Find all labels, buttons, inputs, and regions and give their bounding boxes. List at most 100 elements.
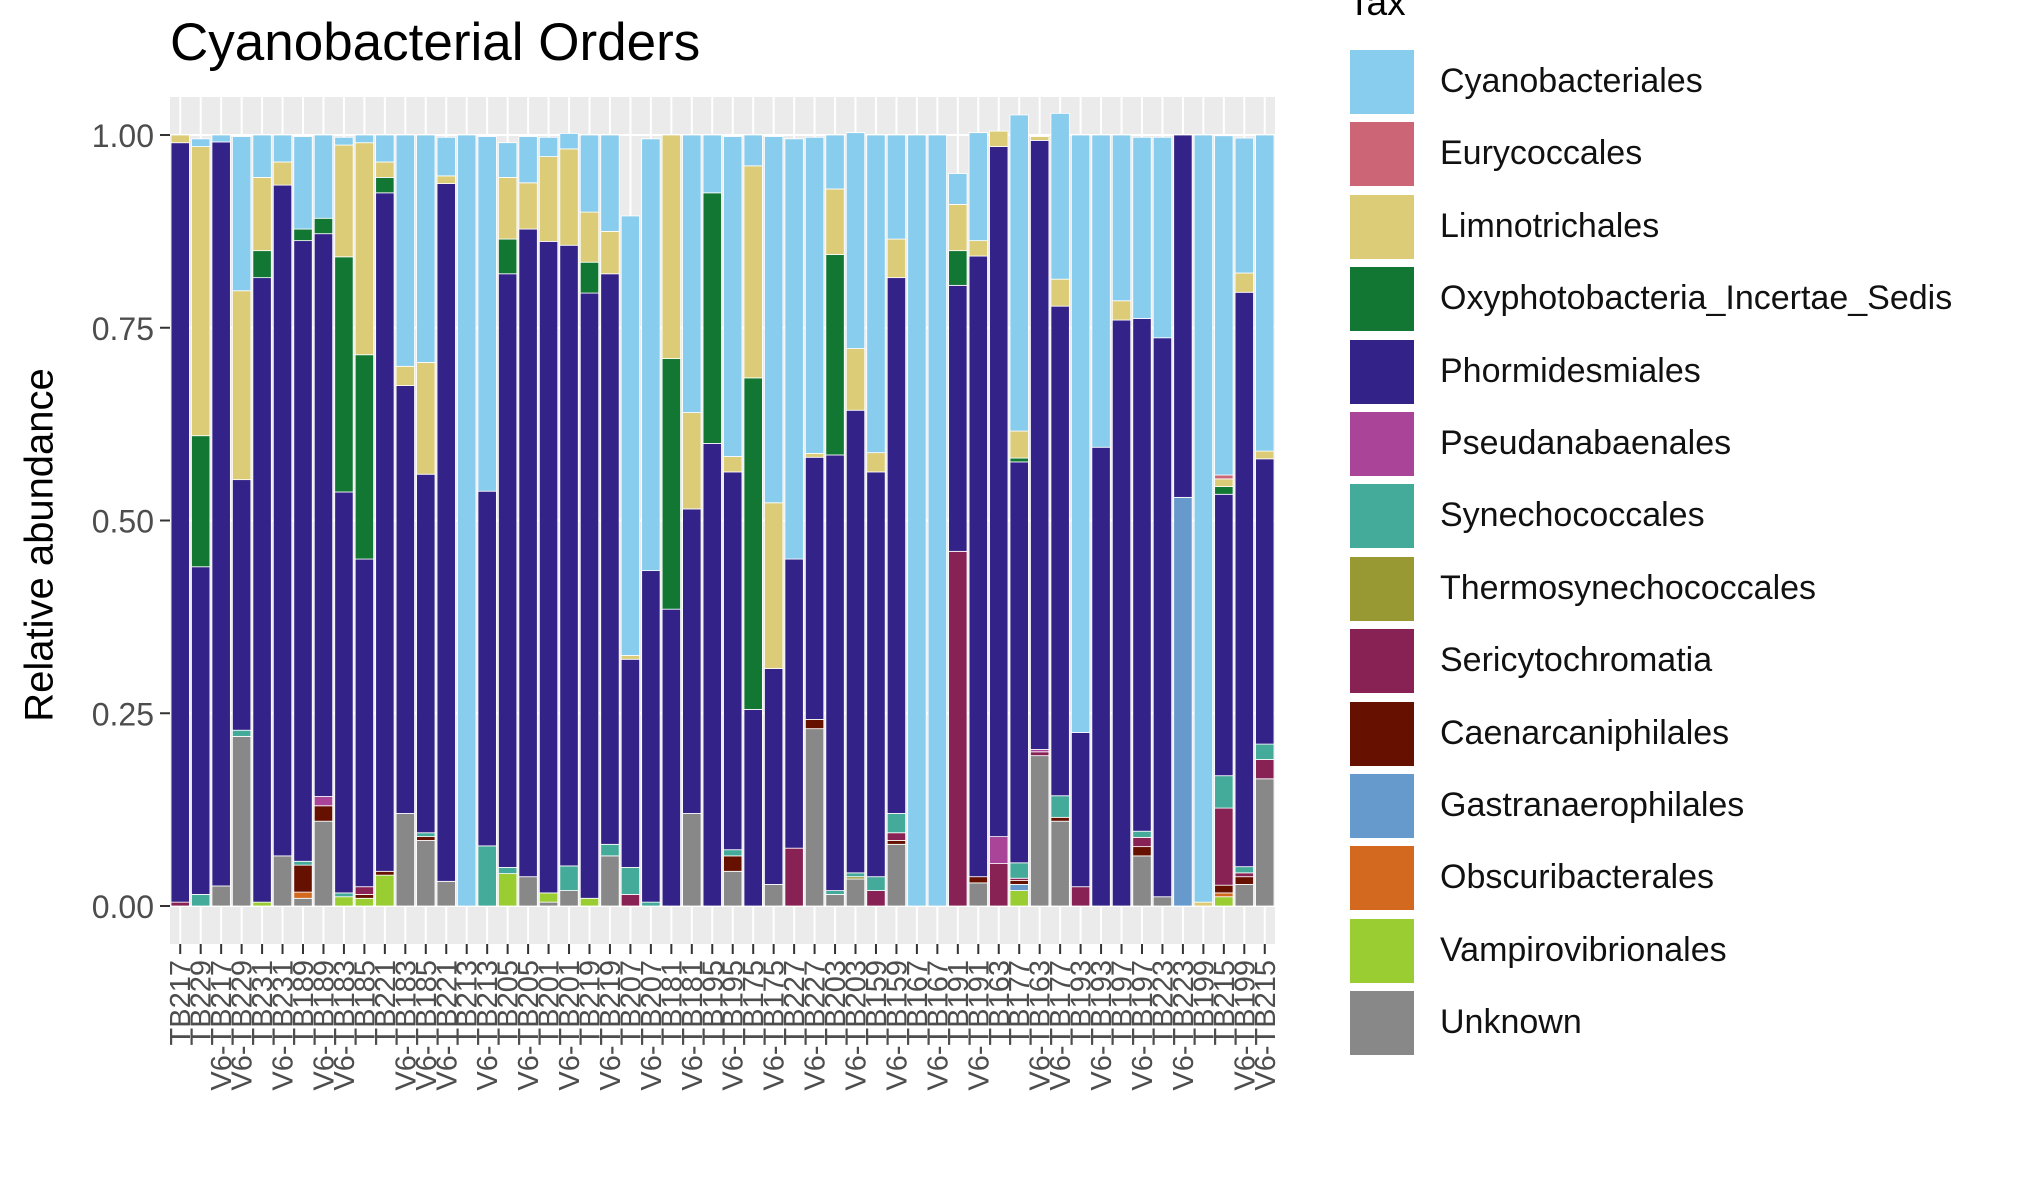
x-tick-label: TB229: [186, 960, 218, 1045]
bar-segment: [272, 184, 293, 857]
bar-segment: [1214, 884, 1234, 894]
x-tick-label: V6-TB213: [472, 960, 504, 1091]
bar-segment: [170, 901, 190, 907]
bar-segment: [375, 874, 395, 907]
bar-segment: [989, 836, 1009, 864]
bar-segment: [232, 735, 252, 907]
bar-segment: [1050, 795, 1070, 818]
x-tick-label: V6-TB177: [1045, 960, 1077, 1091]
bar-segment: [784, 847, 804, 907]
bar-segment: [968, 876, 988, 884]
legend-swatch: [1348, 48, 1416, 116]
x-tick-label: TB177: [1004, 960, 1036, 1045]
bar-segment: [354, 142, 375, 356]
bar-segment: [682, 508, 702, 814]
bar-segment: [375, 134, 395, 163]
bar-segment: [886, 843, 907, 907]
bar-segment: [1152, 136, 1173, 339]
bar-segment: [1091, 446, 1111, 907]
bar-segment: [1132, 830, 1152, 838]
bar-segment: [559, 148, 579, 246]
legend-swatch: [1348, 844, 1416, 913]
x-tick-label: V6-TB185: [411, 960, 443, 1091]
bar-segment: [743, 377, 763, 710]
legend-label: Caenarcaniphilales: [1440, 713, 1730, 752]
chart-title: Cyanobacterial Orders: [170, 13, 701, 72]
bar-segment: [579, 134, 600, 213]
bar-segment: [886, 832, 907, 841]
y-tick-label: 1.00: [92, 118, 154, 154]
x-tick-label: TB213: [452, 960, 484, 1045]
bar-segment: [948, 250, 968, 286]
bar-segment: [436, 136, 456, 177]
bar-segment: [293, 240, 313, 862]
bar-segment: [620, 658, 641, 868]
bar-segment: [1214, 807, 1234, 886]
x-tick-label: V6-TB159: [881, 960, 913, 1091]
bar-segment: [559, 133, 579, 150]
bar-segment: [866, 876, 886, 891]
bar-segment: [559, 865, 579, 891]
legend-item: Sericytochromatia: [1348, 627, 2008, 699]
x-tick-label: V6-TB195: [718, 960, 750, 1091]
bar-segment: [313, 805, 334, 822]
bar-segment: [334, 896, 354, 907]
bar-segment: [845, 872, 866, 878]
bar-segment: [845, 409, 866, 874]
x-tick-label: V6-TB193: [1086, 960, 1118, 1091]
x-tick-label: V6-TB199: [1229, 960, 1261, 1091]
legend-label: Synechococcales: [1440, 496, 1705, 535]
bar-segment: [354, 894, 375, 899]
x-tick-label: V6-TB191: [963, 960, 995, 1091]
bar-segment: [1173, 134, 1193, 498]
bar-segment: [968, 240, 988, 257]
legend-swatch: [1348, 699, 1416, 768]
bar-segment: [416, 840, 436, 907]
x-tick-label: TB223: [1147, 960, 1179, 1045]
x-tick-label: V6-TB215: [1250, 960, 1282, 1091]
bar-segment: [559, 244, 579, 867]
legend-item: Obscuribacterales: [1348, 844, 2008, 916]
bar-segment: [927, 134, 947, 907]
bar-segment: [334, 892, 354, 898]
bar-segment: [784, 558, 804, 849]
bar-segment: [354, 897, 375, 907]
legend-item: Cyanobacteriales: [1348, 48, 2008, 120]
x-tick-label: V6-TB219: [595, 960, 627, 1091]
bar-segment: [804, 728, 825, 907]
legend-item: Unknown: [1348, 989, 2008, 1061]
bar-segment: [191, 894, 211, 907]
bar-segment: [252, 250, 272, 279]
bar-segment: [702, 192, 722, 444]
bar-segment: [866, 134, 886, 454]
bar-segment: [948, 203, 968, 252]
x-tick-label: V6-TB201: [554, 960, 586, 1091]
bar-segment: [764, 884, 784, 907]
legend-swatch: [1348, 410, 1416, 478]
bar-segment: [1091, 134, 1111, 448]
legend-label: Oxyphotobacteria_Incertae_Sedis: [1440, 279, 1953, 318]
bar-segment: [293, 860, 313, 866]
legend-swatch: [1348, 192, 1416, 261]
bar-segment: [886, 238, 907, 279]
bar-segment: [477, 490, 497, 847]
legend-swatch: [1348, 337, 1416, 406]
bar-segment: [989, 146, 1009, 838]
bar-segment: [1234, 291, 1254, 868]
x-tick-label: V6-TB223: [1168, 960, 1200, 1091]
bar-segment: [784, 138, 804, 560]
y-tick-label: 0.00: [92, 889, 154, 925]
bar-segment: [600, 134, 620, 232]
bar-segment: [477, 845, 497, 907]
bar-segment: [661, 608, 681, 907]
legend-item: Pseudanabaenales: [1348, 410, 2008, 482]
bar-segment: [293, 228, 313, 242]
x-tick-label: TB175: [738, 960, 770, 1045]
bar-segment: [1009, 890, 1029, 907]
x-tick-label: TB221: [370, 960, 402, 1045]
bar-segment: [743, 134, 763, 167]
bar-segment: [682, 134, 702, 413]
x-tick-label: TB191: [943, 960, 975, 1045]
